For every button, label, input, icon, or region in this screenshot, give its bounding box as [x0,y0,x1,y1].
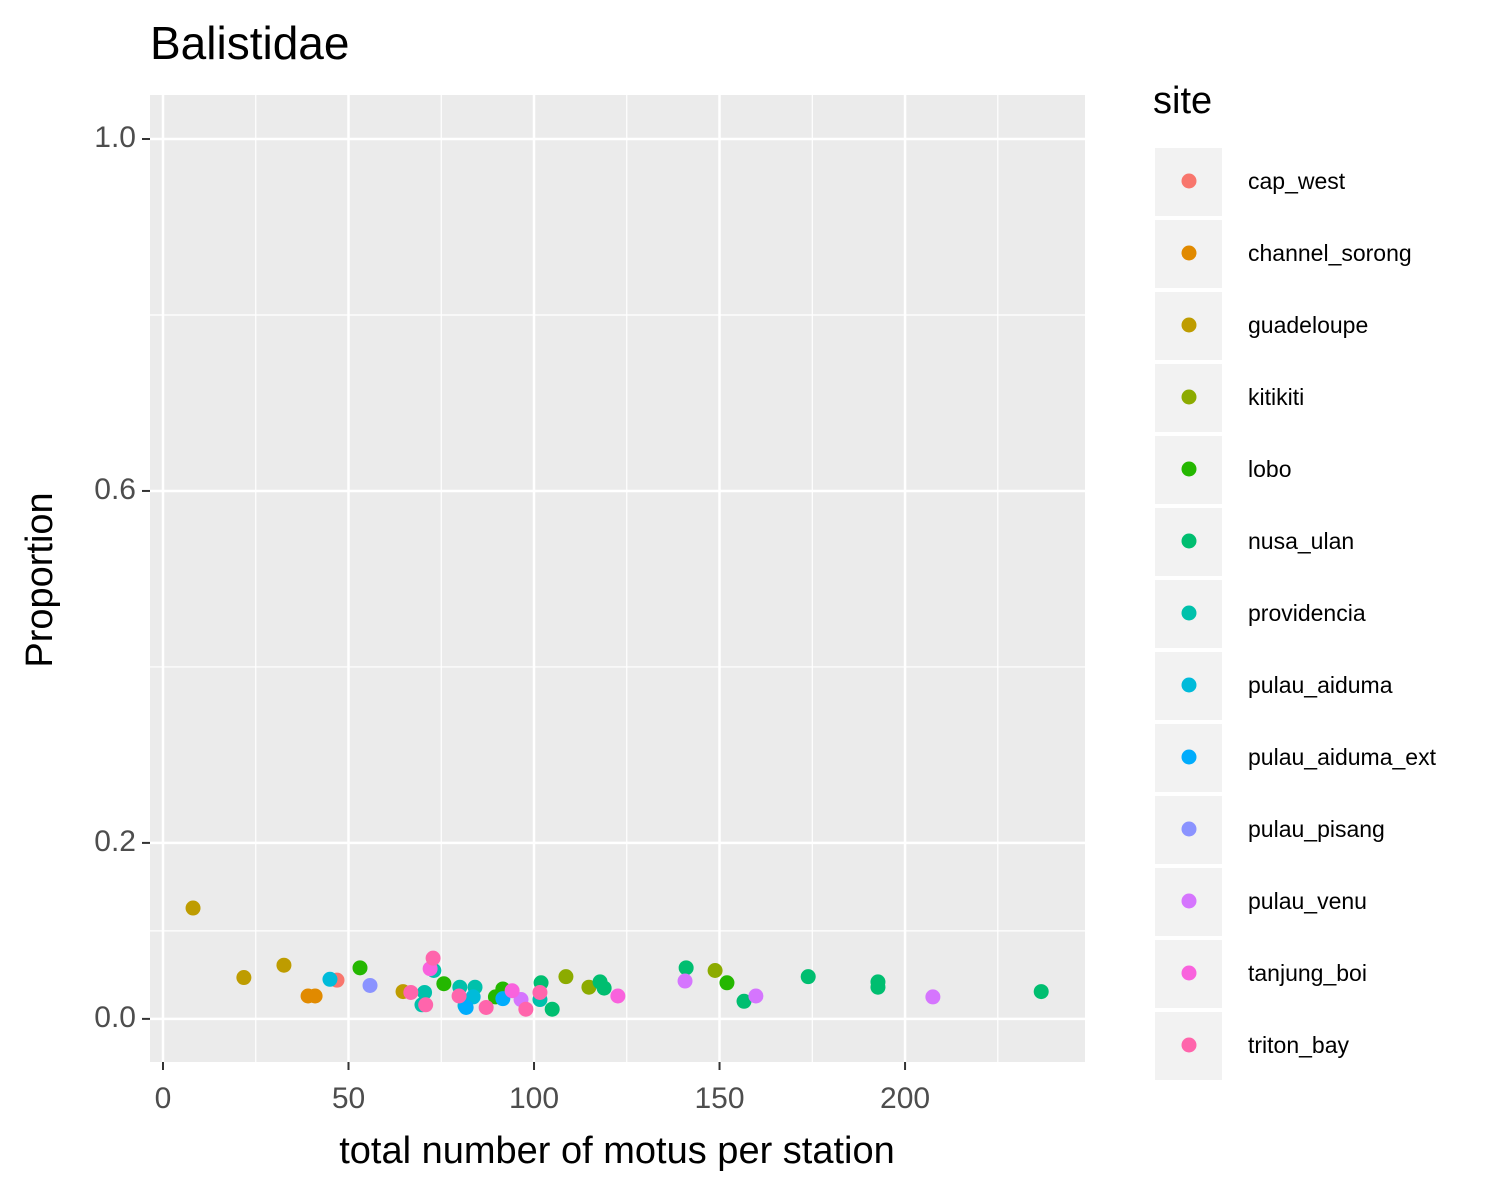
point [322,971,338,987]
y-tick-label: 0.6 [94,473,136,506]
legend-label: triton_bay [1248,1032,1350,1058]
legend-label: pulau_venu [1248,888,1367,914]
legend-label: kitikiti [1248,384,1304,410]
point [451,988,467,1004]
point [800,969,816,985]
point [504,983,520,999]
point [458,999,474,1015]
legend-marker [1181,965,1197,981]
y-tick-label: 0.0 [94,1001,136,1034]
point [544,1001,560,1017]
point [185,900,201,916]
x-tick-label: 100 [509,1082,559,1115]
x-tick-label: 0 [155,1082,172,1115]
point [677,973,693,989]
point [558,969,574,985]
point [1033,984,1049,1000]
legend-label: cap_west [1248,168,1346,194]
chart-title: Balistidae [150,17,349,69]
point [596,980,612,996]
y-axis-title: Proportion [19,492,61,667]
legend-marker [1181,533,1197,549]
point [925,989,941,1005]
x-tick-label: 200 [880,1082,930,1115]
point [465,989,481,1005]
legend-marker [1181,461,1197,477]
point [307,988,323,1004]
legend-marker [1181,749,1197,765]
y-tick-label: 0.2 [94,825,136,858]
legend-marker [1181,821,1197,837]
x-tick-label: 50 [332,1082,365,1115]
plot-panel [150,95,1085,1062]
y-tick-label: 1.0 [94,121,136,154]
point [719,975,735,991]
legend-label: channel_sorong [1248,240,1412,266]
point [581,979,597,995]
legend-marker [1181,317,1197,333]
point [870,979,886,995]
point [707,962,723,978]
legend-label: tanjung_boi [1248,960,1367,986]
legend-marker [1181,173,1197,189]
point [678,960,694,976]
point [425,950,441,966]
legend-title: site [1153,80,1212,122]
point [736,993,752,1009]
legend-label: pulau_aiduma_ext [1248,744,1437,770]
point [418,997,434,1013]
legend-label: lobo [1248,456,1291,482]
point [276,957,292,973]
legend-marker [1181,389,1197,405]
legend-marker [1181,893,1197,909]
x-tick-label: 150 [695,1082,745,1115]
point [352,960,368,976]
point [518,1001,534,1017]
point [478,999,494,1015]
point [362,977,378,993]
legend-label: providencia [1248,600,1366,626]
legend-label: pulau_aiduma [1248,672,1393,698]
point [748,988,764,1004]
legend-label: pulau_pisang [1248,816,1385,842]
x-axis-title: total number of motus per station [339,1130,895,1172]
point [532,984,548,1000]
legend-label: guadeloupe [1248,312,1368,338]
point [610,988,626,1004]
point [417,984,433,1000]
legend-marker [1181,1037,1197,1053]
point [236,970,252,986]
legend-marker [1181,245,1197,261]
point [403,984,419,1000]
point [436,976,452,992]
legend-marker [1181,677,1197,693]
legend-label: nusa_ulan [1248,528,1354,554]
legend-marker [1181,605,1197,621]
